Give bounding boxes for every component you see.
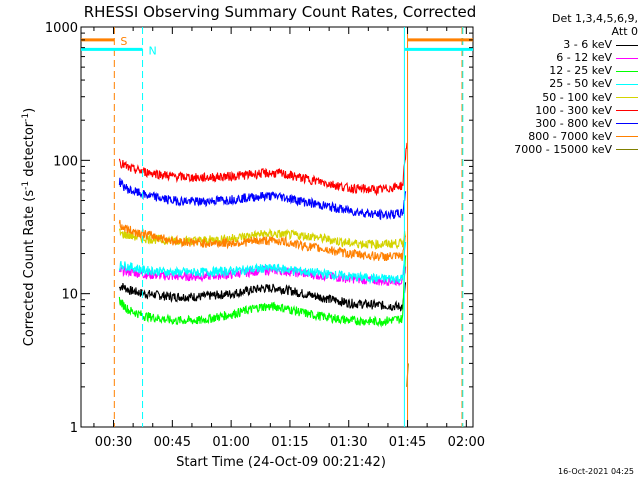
- legend-item: 7000 - 15000 keV: [478, 143, 638, 156]
- legend-swatch: [616, 136, 638, 138]
- legend-swatch: [616, 83, 638, 85]
- plot-frame: [80, 26, 474, 428]
- legend-swatch: [616, 149, 638, 151]
- y-axis-label: Corrected Count Rate (s-1 detector-1): [21, 108, 37, 346]
- legend-item: 3 - 6 keV: [478, 38, 638, 51]
- mode-flag-label: N: [149, 44, 157, 57]
- legend-item-label: 300 - 800 keV: [535, 116, 612, 130]
- legend-attenuator: Att 0: [611, 25, 638, 39]
- x-tick-label: 01:15: [271, 435, 308, 450]
- x-tick-label: 02:00: [448, 435, 485, 450]
- legend: Det 1,3,4,5,6,9, Att 0 3 - 6 keV 6 - 12 k…: [478, 12, 638, 156]
- x-tick-label: 01:45: [389, 435, 426, 450]
- legend-item-label: 12 - 25 keV: [549, 64, 612, 78]
- series-line: [118, 219, 407, 262]
- y-tick-label: 100: [53, 154, 78, 169]
- legend-item-label: 100 - 300 keV: [535, 103, 612, 117]
- legend-swatch: [616, 97, 638, 99]
- chart-title: RHESSI Observing Summary Count Rates, Co…: [84, 3, 477, 21]
- legend-swatch: [616, 57, 638, 59]
- y-tick-label: 1000: [45, 21, 78, 36]
- legend-swatch: [616, 70, 638, 72]
- mode-flag-label: S: [120, 35, 127, 48]
- x-axis-label: Start Time (24-Oct-09 00:21:42): [176, 455, 386, 470]
- legend-detectors: Det 1,3,4,5,6,9,: [551, 12, 638, 25]
- legend-item-label: 25 - 50 keV: [549, 77, 612, 91]
- legend-item-label: 7000 - 15000 keV: [514, 142, 612, 156]
- series-line: [118, 241, 407, 285]
- legend-swatch: [616, 110, 638, 112]
- x-tick-label: 00:45: [154, 435, 191, 450]
- legend-item: 800 - 7000 keV: [478, 130, 638, 143]
- legend-item-label: 3 - 6 keV: [563, 38, 612, 52]
- series-line: [118, 142, 409, 197]
- x-tick-label: 00:30: [95, 435, 132, 450]
- legend-item: 6 - 12 keV: [478, 51, 638, 64]
- legend-swatch: [616, 123, 638, 125]
- legend-item-label: 6 - 12 keV: [556, 51, 612, 65]
- legend-swatch: [616, 44, 638, 46]
- y-tick-label: 10: [61, 288, 78, 303]
- x-tick-label: 01:00: [212, 435, 249, 450]
- legend-item-label: 50 - 100 keV: [542, 90, 612, 104]
- series-line: [118, 282, 407, 312]
- legend-item: 25 - 50 keV: [478, 77, 638, 90]
- series-line: [118, 255, 407, 328]
- legend-item: 100 - 300 keV: [478, 104, 638, 117]
- x-tick-label: 01:30: [330, 435, 367, 450]
- legend-item: 300 - 800 keV: [478, 117, 638, 130]
- series-line: [118, 177, 407, 221]
- legend-item-label: 800 - 7000 keV: [528, 129, 612, 143]
- y-tick-label: 1: [70, 421, 78, 436]
- legend-item: 12 - 25 keV: [478, 64, 638, 77]
- generated-timestamp: 16-Oct-2021 04:25: [558, 467, 634, 476]
- legend-item: 50 - 100 keV: [478, 91, 638, 104]
